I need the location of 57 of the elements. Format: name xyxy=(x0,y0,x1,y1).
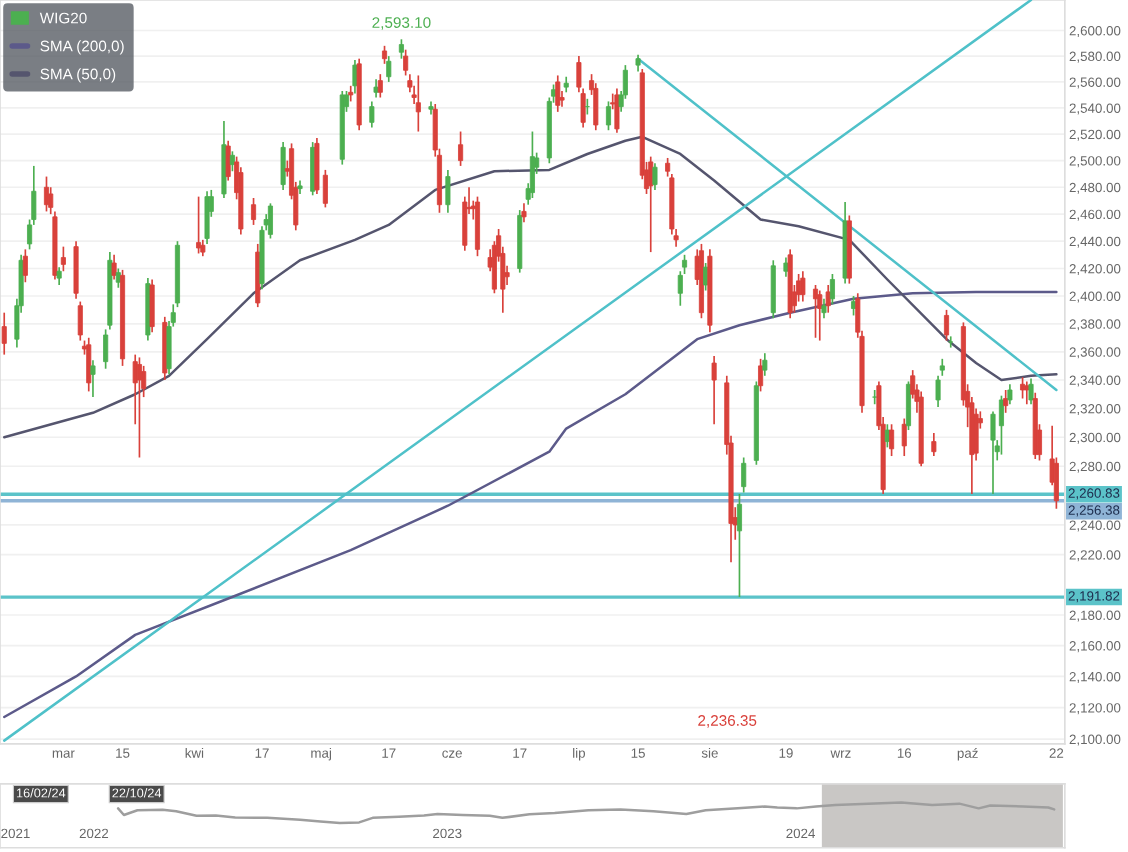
candlestick xyxy=(1020,376,1026,400)
candlestick xyxy=(22,248,28,284)
candlestick xyxy=(998,394,1004,456)
candlestick xyxy=(825,284,831,314)
candlestick xyxy=(817,289,823,342)
line-series xyxy=(2,135,1058,439)
candlestick xyxy=(229,150,235,173)
candlestick xyxy=(86,336,92,393)
candlestick xyxy=(1007,383,1013,406)
candlestick xyxy=(770,259,776,320)
candlestick xyxy=(386,55,392,83)
candlestick xyxy=(741,456,747,494)
candlestick xyxy=(758,358,764,393)
candlestick xyxy=(415,74,421,133)
candlestick xyxy=(521,202,527,224)
candlestick xyxy=(90,359,96,398)
candlestick xyxy=(829,273,835,306)
candlestick xyxy=(1003,389,1009,414)
candlestick xyxy=(458,130,464,167)
candlestick xyxy=(605,100,612,132)
candlestick xyxy=(373,78,379,99)
candlestick xyxy=(77,300,83,342)
candlestick xyxy=(204,190,210,245)
candlestick xyxy=(1028,377,1034,406)
candlestick xyxy=(377,73,383,99)
candlestick xyxy=(821,297,827,320)
candlestick xyxy=(111,253,117,281)
candlestick xyxy=(1,311,7,356)
candlestick xyxy=(901,417,907,457)
candlestick xyxy=(614,87,620,134)
candlestick xyxy=(529,130,535,199)
candlestick xyxy=(474,195,481,258)
candlestick xyxy=(251,197,257,226)
candlestick xyxy=(593,82,599,132)
candlestick xyxy=(103,328,109,370)
candlestick xyxy=(136,356,142,459)
candlestick xyxy=(762,352,768,377)
candlestick xyxy=(462,195,468,252)
candlestick xyxy=(935,374,941,408)
candlestick xyxy=(943,309,950,342)
candlestick xyxy=(1024,380,1030,406)
candlestick xyxy=(369,100,375,129)
candlestick xyxy=(398,38,404,60)
candlestick xyxy=(652,162,658,191)
candlestick xyxy=(948,335,954,349)
candlestick xyxy=(280,141,286,191)
candlestick xyxy=(812,284,819,339)
line-series xyxy=(2,290,1058,719)
candlestick xyxy=(931,432,937,457)
candlestick xyxy=(800,270,806,303)
candlestick xyxy=(711,355,717,426)
candlestick xyxy=(445,169,451,214)
candlestick xyxy=(149,278,155,334)
candlestick xyxy=(73,240,79,300)
candlestick xyxy=(196,195,202,255)
candlestick xyxy=(555,74,561,113)
candlestick xyxy=(905,380,912,431)
